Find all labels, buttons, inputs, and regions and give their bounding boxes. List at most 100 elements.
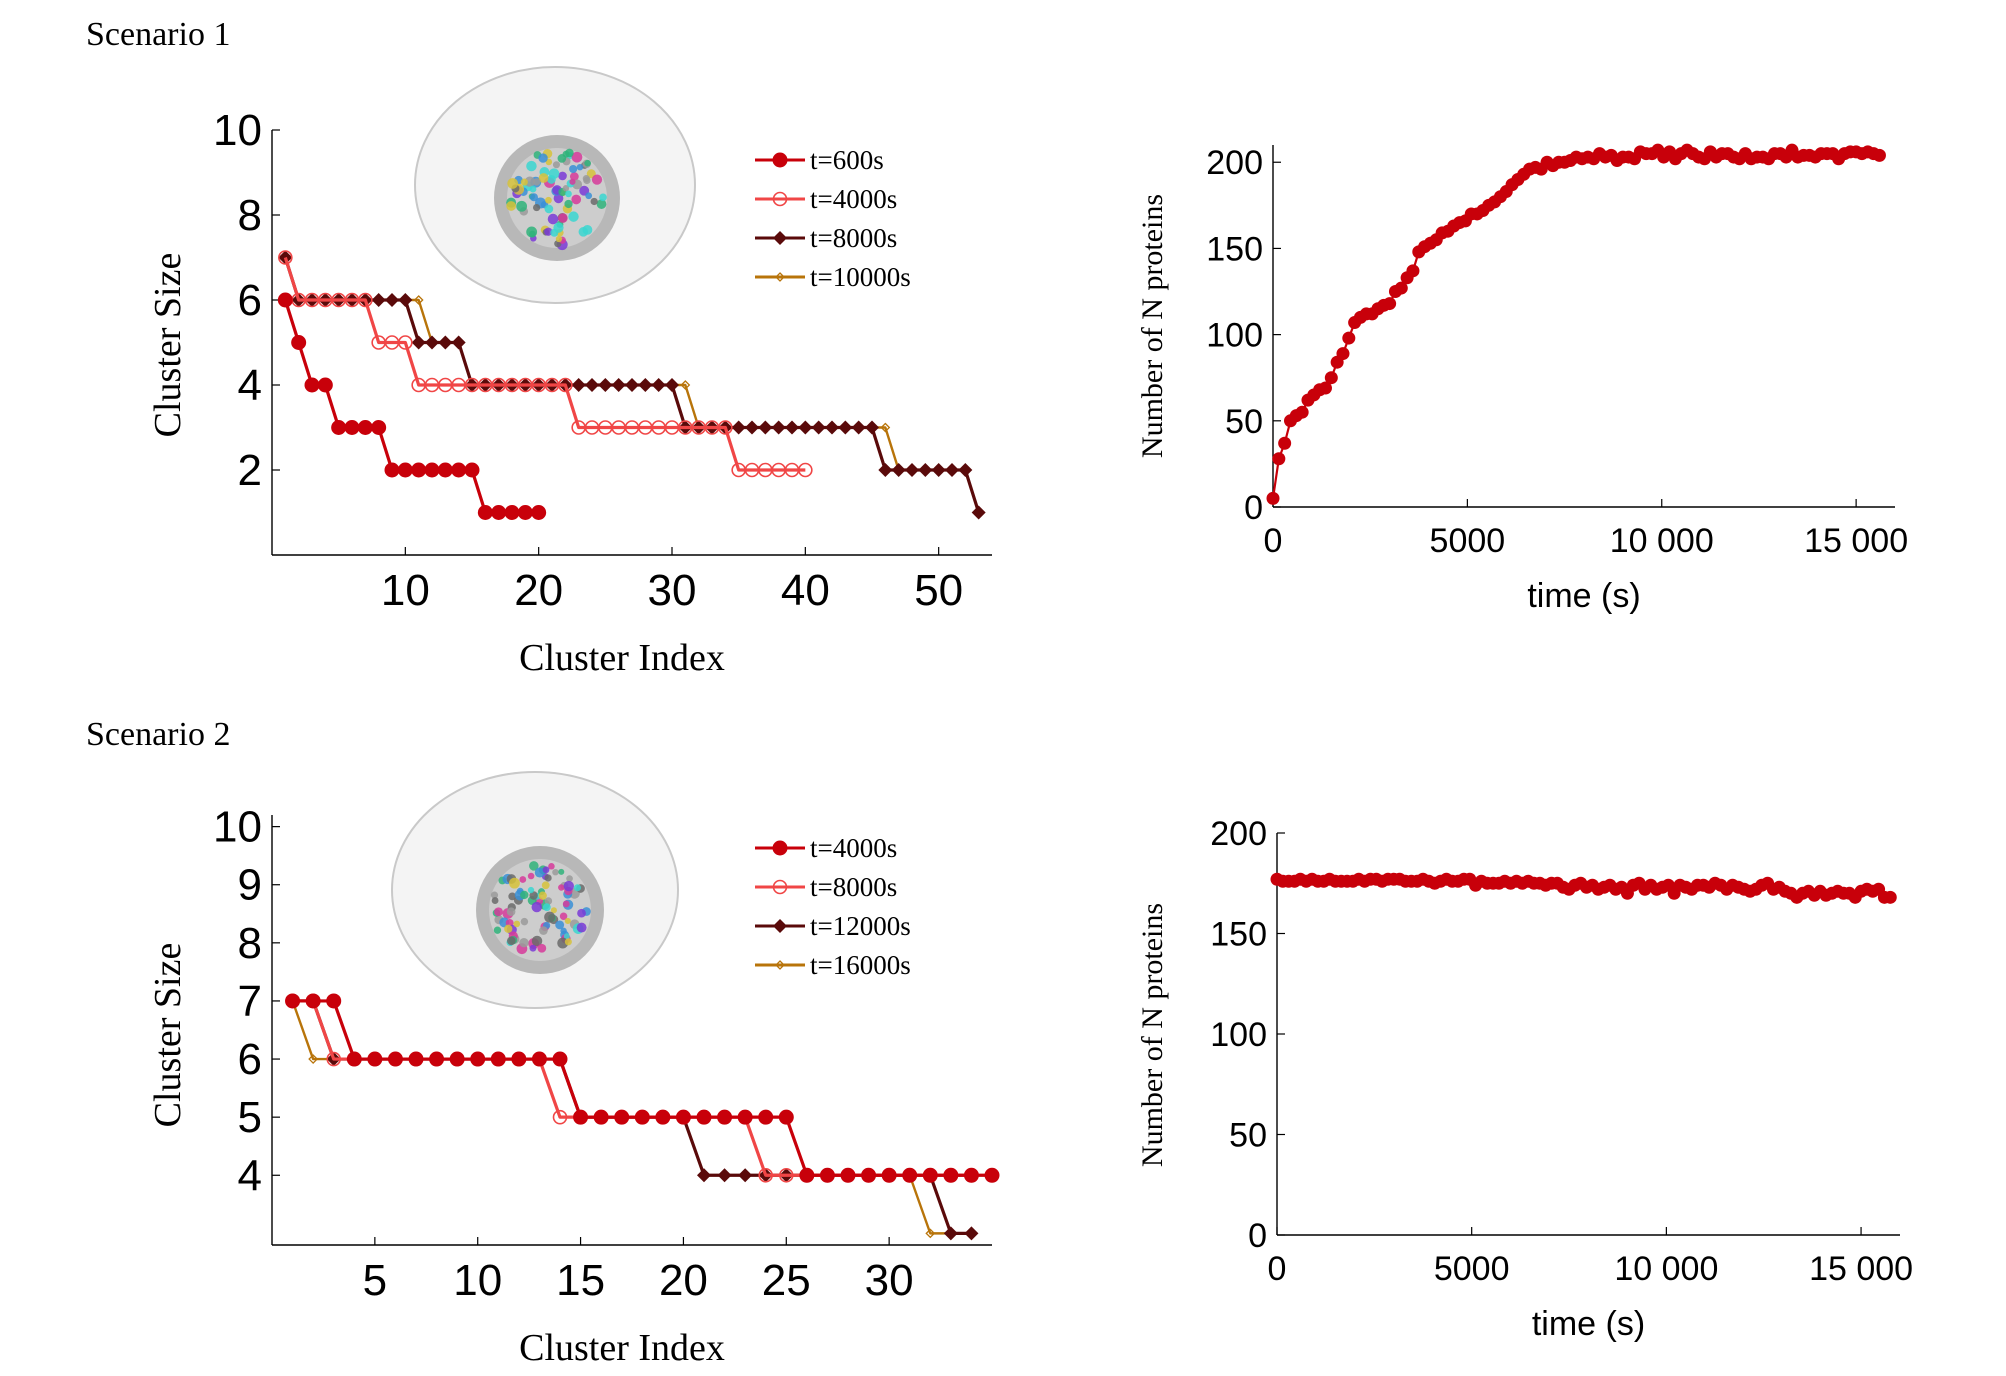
particle-dot	[527, 872, 535, 880]
particle-dot	[544, 911, 556, 923]
data-point	[943, 1167, 959, 1183]
data-point	[1394, 281, 1408, 295]
particle-dot	[559, 912, 568, 920]
data-point	[317, 377, 333, 393]
data-point	[531, 505, 547, 520]
y-axis-label: Cluster Size	[147, 253, 189, 438]
data-point	[571, 378, 586, 392]
particle-dot	[591, 174, 603, 185]
particle-dot	[566, 875, 573, 882]
particle-dot	[519, 876, 527, 883]
data-point	[413, 295, 424, 305]
particle-dot	[524, 176, 536, 187]
data-point	[771, 420, 786, 435]
particle-dot	[576, 922, 587, 933]
data-point	[552, 1051, 568, 1067]
legend-marker	[773, 231, 787, 245]
particle-dot	[548, 862, 555, 870]
particle-dot	[563, 880, 574, 892]
data-point	[638, 378, 653, 392]
data-point	[531, 1051, 547, 1067]
data-point	[778, 1167, 794, 1183]
particle-dot	[576, 163, 584, 171]
series-line	[283, 299, 539, 515]
data-point	[717, 1109, 733, 1125]
data-point	[881, 1167, 897, 1183]
particle-dot	[550, 907, 557, 914]
particle-dot	[526, 226, 538, 238]
data-point	[451, 335, 466, 350]
data-point	[1278, 436, 1292, 450]
data-point	[464, 462, 480, 478]
x-tick-label: 5000	[1430, 522, 1506, 560]
x-tick-label: 15 000	[1804, 522, 1908, 560]
particle-dot	[585, 192, 593, 200]
data-point	[838, 420, 853, 435]
particle-dot	[538, 891, 547, 900]
data-point	[552, 1109, 568, 1125]
particle-dot	[526, 160, 537, 172]
data-point	[308, 1054, 319, 1064]
y-tick-label: 9	[238, 861, 262, 910]
x-tick-label: 30	[648, 566, 697, 615]
particle-dot	[552, 868, 559, 876]
data-point	[964, 1226, 979, 1241]
x-axis-label: Cluster Index	[519, 1327, 725, 1369]
data-point	[1406, 264, 1420, 278]
data-point	[385, 293, 399, 307]
data-point	[346, 1051, 362, 1067]
data-point	[371, 293, 386, 307]
data-point	[1266, 491, 1280, 505]
particle-dot	[493, 926, 502, 934]
legend-label: t=12000s	[810, 911, 911, 941]
scenario-1-cell-illustration	[414, 66, 696, 304]
data-point	[931, 463, 946, 477]
data-point	[758, 1167, 774, 1183]
particle-dot	[509, 877, 520, 889]
y-tick-label: 50	[1229, 1117, 1267, 1155]
data-point	[738, 1168, 753, 1183]
particle-dot	[527, 886, 535, 894]
x-tick-label: 5000	[1434, 1250, 1510, 1288]
data-point	[1272, 452, 1286, 466]
x-tick-label: 20	[514, 566, 563, 615]
particle-dot	[544, 227, 553, 236]
x-axis-label: time (s)	[1532, 1305, 1645, 1343]
particle-dot	[562, 900, 570, 908]
data-point	[758, 420, 773, 435]
data-point	[945, 463, 959, 477]
particle-dot	[564, 938, 572, 946]
x-tick-label: 10	[453, 1256, 502, 1305]
data-point	[285, 993, 301, 1009]
data-point	[367, 1051, 383, 1067]
legend-marker	[772, 879, 788, 895]
y-tick-label: 100	[1206, 317, 1263, 355]
data-point	[291, 335, 307, 350]
particle-dot	[506, 907, 516, 916]
series-t=8000s	[285, 993, 979, 1183]
legend-marker	[773, 919, 787, 933]
legend-label: t=8000s	[810, 223, 897, 253]
particle-dot	[520, 890, 529, 900]
particle-dot	[552, 161, 560, 169]
data-point	[758, 1109, 774, 1125]
scenario-1-protein-count-chart: 0 5000 10 000 15 000 0 50 100 150 200 time (s) Num…	[1136, 143, 1908, 615]
data-point	[625, 378, 639, 392]
data-point	[798, 420, 813, 435]
particle-dot	[562, 150, 570, 158]
data-point	[573, 1109, 589, 1125]
data-point	[344, 420, 360, 435]
particle-dot	[529, 185, 537, 193]
particle-dot	[490, 891, 499, 899]
x-tick-label: 20	[659, 1256, 708, 1305]
particle-dot	[568, 211, 579, 222]
y-tick-label: 200	[1210, 815, 1267, 853]
data-point	[943, 1226, 958, 1241]
y-tick-label: 0	[1248, 1217, 1267, 1255]
particle-dot	[565, 190, 572, 198]
data-point	[408, 1051, 424, 1067]
data-point	[593, 1109, 609, 1125]
data-point	[731, 420, 746, 435]
data-point	[449, 1051, 465, 1067]
